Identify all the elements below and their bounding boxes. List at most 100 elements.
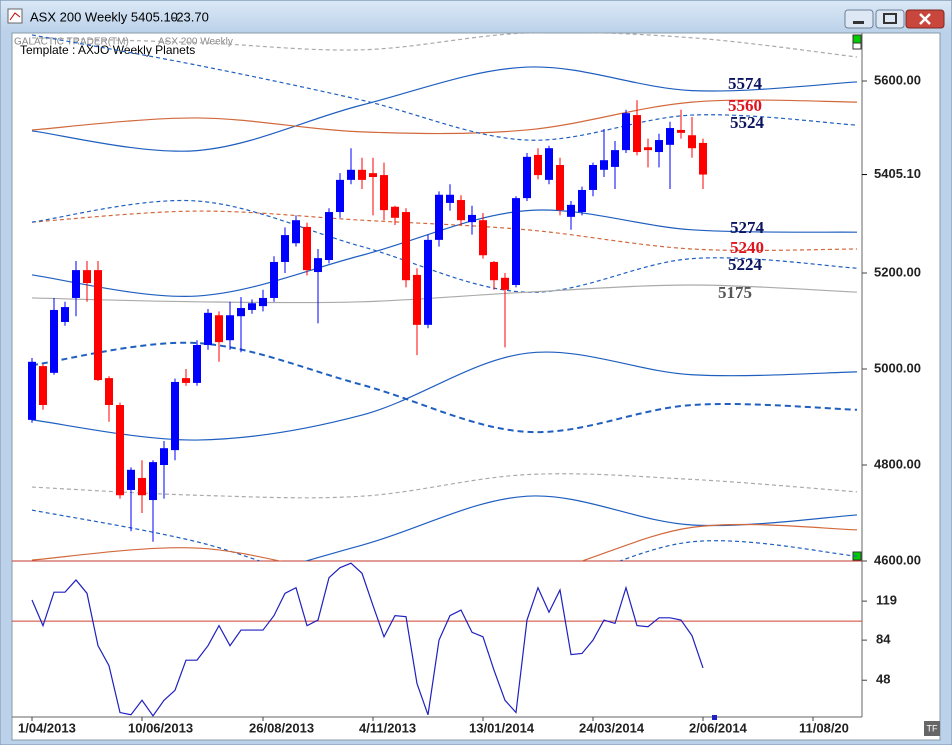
level-label: 5175 — [718, 283, 752, 302]
candle-body — [259, 297, 267, 307]
app-icon-glyph — [9, 12, 21, 21]
candle-body — [237, 308, 245, 317]
candle-body — [138, 477, 146, 496]
candle-body — [600, 160, 608, 170]
band-line — [31, 33, 858, 58]
band-line — [31, 66, 858, 152]
band-line — [31, 284, 858, 304]
candle-body — [94, 270, 102, 381]
candle-body — [523, 156, 531, 199]
candle-body — [39, 366, 47, 405]
candle-body — [655, 140, 663, 153]
candle-body — [116, 405, 124, 496]
candle-body — [226, 315, 234, 341]
y-tick-label: 4800.00 — [874, 456, 921, 471]
maximize-button[interactable] — [875, 9, 905, 29]
app-name: GALACTIC TRADER(TM) — [14, 37, 129, 48]
candle-body — [424, 239, 432, 325]
y-tick-label: 5000.00 — [874, 360, 921, 375]
candle-body — [281, 235, 289, 262]
oscillator — [12, 562, 862, 717]
candle-body — [413, 274, 421, 325]
candle-body — [446, 194, 454, 203]
candle-body — [666, 128, 674, 145]
level-label: 5560 — [728, 96, 762, 115]
band-line — [31, 473, 858, 499]
candle-body — [611, 150, 619, 167]
marker-top — [852, 34, 862, 44]
x-tick-label: 26/08/2013 — [249, 720, 314, 735]
candle-body — [589, 165, 597, 190]
band-line — [31, 210, 858, 252]
candle-body — [512, 198, 520, 285]
app-icon — [7, 8, 23, 24]
candle-body — [336, 179, 344, 213]
candle-body — [633, 115, 641, 153]
candle-body — [534, 154, 542, 176]
candle-body — [369, 173, 377, 177]
candle-body — [468, 214, 476, 223]
candle-body — [28, 361, 36, 420]
candle-body — [105, 378, 113, 405]
level-label: 5274 — [730, 218, 765, 237]
candle-body — [215, 315, 223, 343]
template-name: Template : AXJO Weekly Planets — [20, 43, 195, 57]
candle-body — [688, 135, 696, 149]
candle-body — [622, 113, 630, 151]
candle-body — [303, 226, 311, 271]
candle-body — [193, 345, 201, 383]
tf-button[interactable] — [924, 721, 940, 736]
tf-label: TF — [927, 723, 938, 733]
level-label: 5224 — [728, 255, 763, 274]
osc-tick-label: 119 — [876, 593, 897, 608]
candle-body — [204, 312, 212, 345]
candle-body — [171, 381, 179, 451]
x-tick-label: 2/06/2014 — [689, 720, 748, 735]
candle-body — [358, 169, 366, 180]
candle-body — [556, 165, 564, 211]
candle-body — [699, 142, 707, 175]
time-axis: 1/04/2013 10/06/2013 26/08/2013 4/11/2013 13… — [18, 717, 849, 735]
bands — [31, 33, 858, 561]
y-tick-label: 4600.00 — [874, 552, 921, 567]
candle-body — [182, 378, 190, 383]
candle-body — [292, 220, 300, 244]
candles — [28, 100, 707, 542]
oscillator-line — [31, 562, 704, 717]
candle-body — [149, 462, 157, 501]
band-line — [31, 351, 858, 441]
window-change: -23.70 — [172, 9, 209, 24]
candle-body — [347, 169, 355, 180]
level-label: 5574 — [728, 74, 763, 93]
candle-body — [380, 175, 388, 211]
x-tick-label: 1/04/2013 — [18, 720, 76, 735]
candle-body — [435, 194, 443, 240]
candle-body — [644, 147, 652, 151]
time-cursor — [712, 715, 717, 720]
x-tick-label: 4/11/2013 — [359, 720, 416, 735]
candle-body — [545, 148, 553, 180]
candle-body — [50, 309, 58, 373]
candle-body — [501, 277, 509, 290]
candle-body — [248, 303, 256, 310]
band-line — [31, 341, 858, 434]
candle-body — [325, 212, 333, 261]
minimize-button[interactable] — [844, 9, 874, 29]
band-line — [31, 99, 858, 135]
candle-body — [314, 258, 322, 273]
candle-body — [490, 261, 498, 281]
close-button[interactable] — [905, 9, 945, 29]
candle-body — [479, 220, 487, 256]
candle-body — [270, 261, 278, 298]
candle-body — [677, 129, 685, 133]
marker-top-box — [852, 42, 862, 50]
candle-body — [402, 212, 410, 281]
candle-body — [61, 307, 69, 322]
candle-body — [160, 448, 168, 465]
level-label: 5240 — [730, 238, 764, 257]
x-tick-label: 24/03/2014 — [579, 720, 645, 735]
candle-body — [72, 270, 80, 298]
osc-tick-label: 84 — [876, 632, 891, 647]
